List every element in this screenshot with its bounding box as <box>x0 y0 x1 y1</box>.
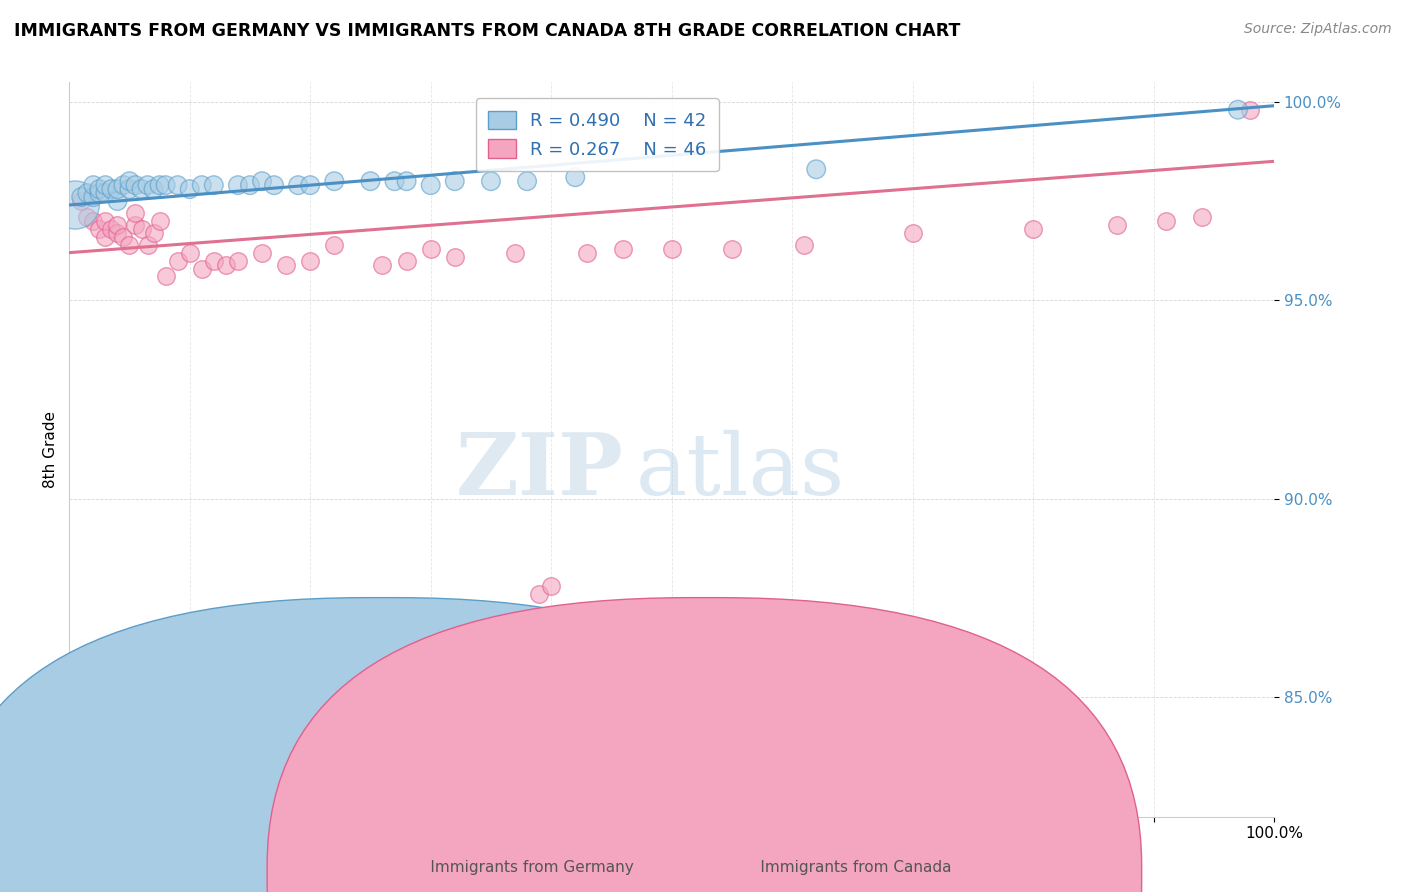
Point <box>76 186 98 200</box>
Point <box>250 174 273 188</box>
Point <box>107 218 129 232</box>
Point <box>576 245 599 260</box>
Point <box>149 178 172 193</box>
Point <box>94 186 117 200</box>
Text: ZIP: ZIP <box>456 429 623 513</box>
Point <box>82 190 104 204</box>
Point <box>540 579 562 593</box>
Point <box>239 178 262 193</box>
Point <box>1239 103 1261 117</box>
Point <box>142 226 165 240</box>
Point <box>793 237 815 252</box>
Point <box>112 229 135 244</box>
Point <box>94 229 117 244</box>
Point <box>443 174 465 188</box>
Point <box>70 190 93 204</box>
Point <box>100 222 122 236</box>
Point <box>1226 103 1249 117</box>
Text: Source: ZipAtlas.com: Source: ZipAtlas.com <box>1244 22 1392 37</box>
Point <box>661 242 683 256</box>
Point <box>516 174 538 188</box>
Point <box>384 174 406 188</box>
Point <box>479 174 502 188</box>
Point <box>419 178 441 193</box>
Point <box>371 258 394 272</box>
Point <box>179 182 201 196</box>
Point <box>131 222 153 236</box>
Point <box>419 242 441 256</box>
Point <box>107 194 129 208</box>
Point <box>124 206 146 220</box>
Point <box>155 269 177 284</box>
Point <box>395 174 418 188</box>
Point <box>107 182 129 196</box>
Point <box>89 182 111 196</box>
Point <box>250 245 273 260</box>
Point <box>136 237 159 252</box>
Point <box>299 178 322 193</box>
Point <box>142 182 165 196</box>
Point <box>1107 218 1129 232</box>
Point <box>806 162 828 177</box>
Point <box>131 182 153 196</box>
Point <box>136 178 159 193</box>
Point <box>76 210 98 224</box>
Point <box>118 182 141 196</box>
Point <box>124 218 146 232</box>
Point <box>901 226 924 240</box>
Point <box>94 214 117 228</box>
Point <box>395 253 418 268</box>
Y-axis label: 8th Grade: 8th Grade <box>44 410 58 488</box>
Point <box>70 194 93 208</box>
Point <box>226 253 249 268</box>
Point <box>287 178 309 193</box>
Legend: R = 0.490    N = 42, R = 0.267    N = 46: R = 0.490 N = 42, R = 0.267 N = 46 <box>475 98 718 171</box>
Point <box>202 178 225 193</box>
Point <box>118 237 141 252</box>
Point <box>191 261 214 276</box>
Point <box>215 258 238 272</box>
Point <box>721 242 744 256</box>
Point <box>202 253 225 268</box>
Text: IMMIGRANTS FROM GERMANY VS IMMIGRANTS FROM CANADA 8TH GRADE CORRELATION CHART: IMMIGRANTS FROM GERMANY VS IMMIGRANTS FR… <box>14 22 960 40</box>
Point <box>112 178 135 193</box>
Point <box>443 250 465 264</box>
Text: Immigrants from Germany: Immigrants from Germany <box>406 861 634 875</box>
Point <box>179 245 201 260</box>
Point <box>263 178 285 193</box>
Point <box>100 182 122 196</box>
Point <box>274 258 297 272</box>
Point <box>612 242 634 256</box>
Point <box>527 587 550 601</box>
Point <box>89 222 111 236</box>
Point <box>89 186 111 200</box>
Point <box>155 178 177 193</box>
Point <box>124 178 146 193</box>
Point <box>323 237 346 252</box>
Point <box>299 253 322 268</box>
Point <box>323 174 346 188</box>
Point <box>107 226 129 240</box>
Point <box>191 178 214 193</box>
Point <box>359 174 381 188</box>
Point <box>1154 214 1177 228</box>
Point <box>149 214 172 228</box>
Point <box>166 178 188 193</box>
Point <box>82 178 104 193</box>
Point <box>166 253 188 268</box>
Point <box>94 178 117 193</box>
Point <box>564 170 586 185</box>
Point <box>65 198 87 212</box>
Point <box>118 174 141 188</box>
Point <box>82 214 104 228</box>
Text: atlas: atlas <box>636 430 845 513</box>
Text: Immigrants from Canada: Immigrants from Canada <box>735 861 952 875</box>
Point <box>1191 210 1213 224</box>
Point <box>503 245 526 260</box>
Point <box>1022 222 1045 236</box>
Point <box>226 178 249 193</box>
